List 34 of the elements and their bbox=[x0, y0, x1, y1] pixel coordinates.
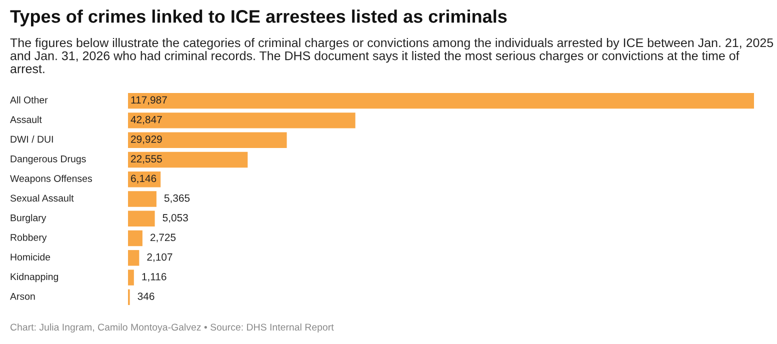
data-label: 346 bbox=[138, 292, 154, 300]
data-label: 117,987 bbox=[131, 96, 167, 105]
chart-title: Types of crimes linked to ICE arrestees listed as criminals bbox=[10, 10, 507, 26]
bar bbox=[128, 92, 754, 109]
data-label: 42,847 bbox=[130, 116, 162, 124]
y-tick-label: DWI / DUI bbox=[10, 136, 53, 143]
text: Chart: Julia Ingram, Camilo Montoya-Galvez • Source: DHS Internal Report bbox=[10, 323, 334, 333]
y-tick-label: Homicide bbox=[10, 253, 50, 261]
bar bbox=[128, 270, 134, 286]
bar bbox=[128, 250, 140, 266]
data-label: 22,555 bbox=[131, 155, 162, 164]
y-tick-label: All Other bbox=[10, 96, 48, 104]
bar bbox=[128, 210, 155, 226]
y-tick-label: Dangerous Drugs bbox=[10, 156, 86, 164]
y-tick-label: Robbery bbox=[10, 234, 47, 243]
bar bbox=[128, 152, 248, 168]
data-label: 5,365 bbox=[164, 194, 190, 204]
y-tick-label: Kidnapping bbox=[10, 273, 58, 282]
y-tick-label: Arson bbox=[10, 293, 35, 300]
y-tick-label: Assault bbox=[10, 116, 42, 124]
data-label: 5,053 bbox=[162, 214, 188, 223]
bar bbox=[128, 230, 142, 246]
data-label: 2,725 bbox=[150, 234, 176, 242]
y-tick-label: Burglary bbox=[10, 214, 46, 224]
bar bbox=[128, 132, 287, 148]
bar bbox=[128, 112, 356, 128]
data-label: 2,107 bbox=[147, 253, 172, 262]
data-label: 1,116 bbox=[142, 272, 166, 282]
data-label: 6,146 bbox=[131, 174, 156, 184]
data-label: 29,929 bbox=[131, 136, 162, 144]
chart-subtitle: The figures below illustrate the categories of criminal charges or convictions among the individuals arrested by ICE between Jan. 21, 2025 and Jan. 31, 2026 who had criminal records. The DHS document says it listed the most serious charges or convictions at the time of arrest. bbox=[10, 38, 774, 74]
y-tick-label: Sexual Assault bbox=[10, 194, 74, 202]
y-tick-label: Weapons Offenses bbox=[10, 174, 92, 184]
bar bbox=[128, 191, 156, 207]
